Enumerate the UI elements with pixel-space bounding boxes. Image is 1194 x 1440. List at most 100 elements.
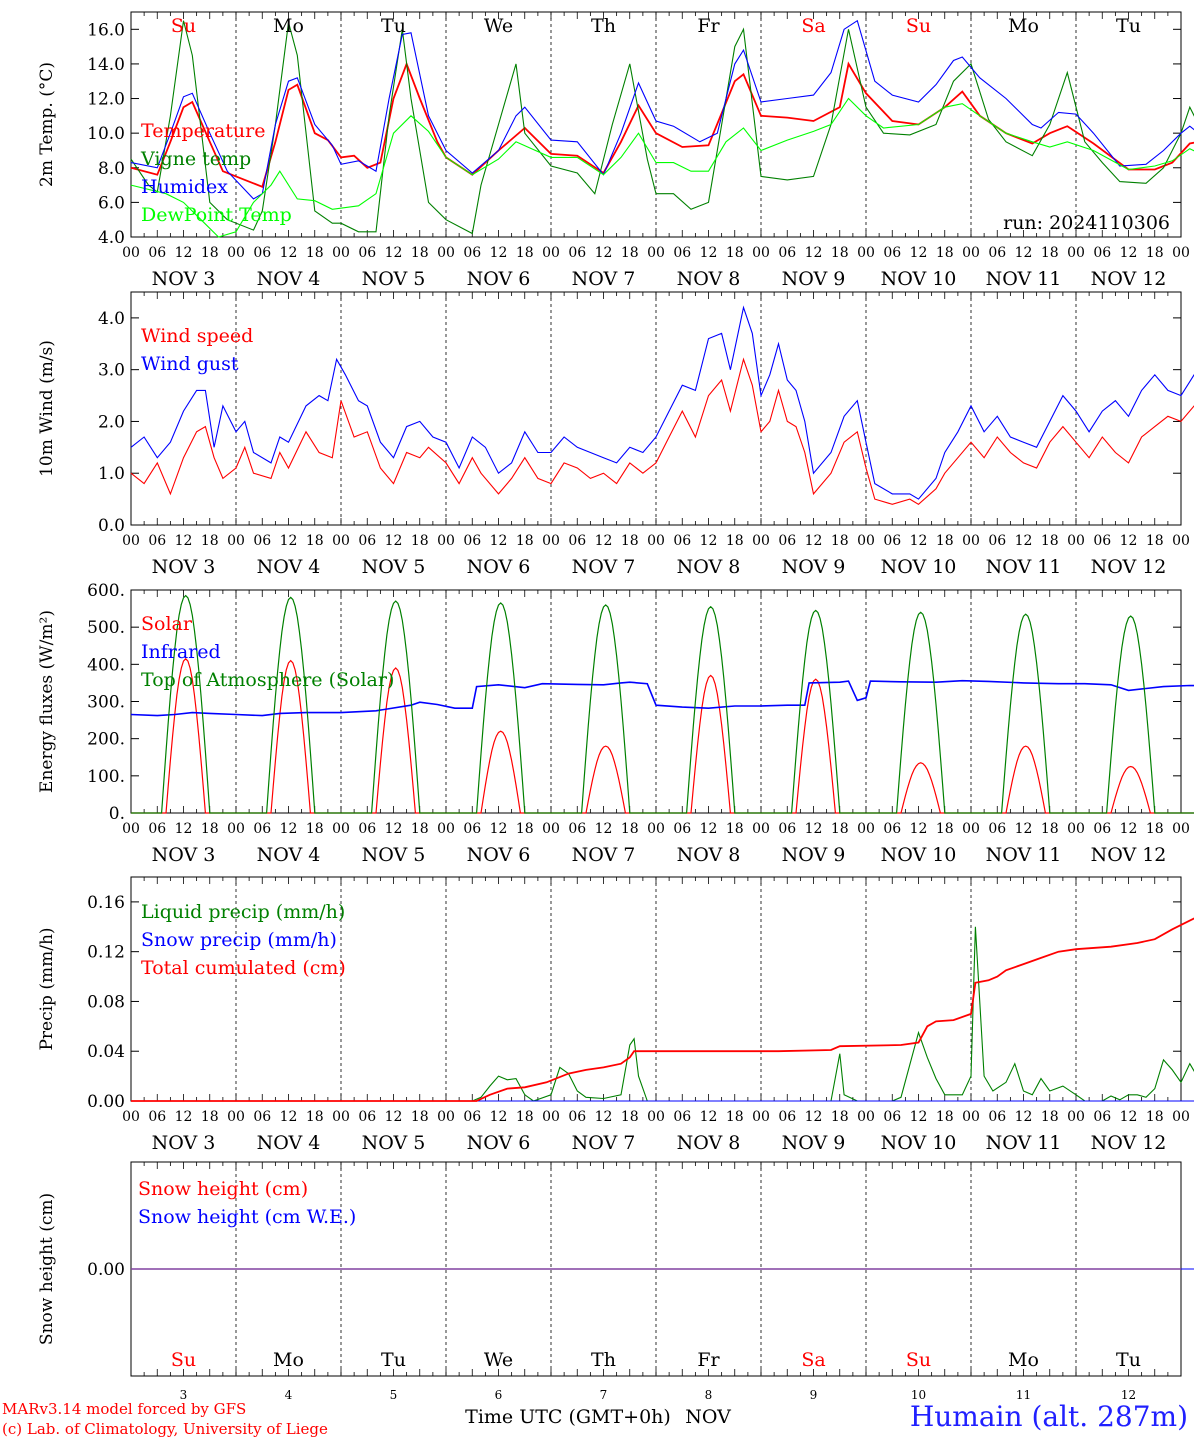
y-tick-label: 8.0 — [98, 159, 125, 179]
x-hour-label: 06 — [358, 533, 376, 549]
x-date-label: NOV 11 — [986, 268, 1062, 290]
y-tick-label: 0. — [109, 804, 125, 824]
x-hour-label: 06 — [358, 1109, 376, 1125]
x-hour-label: 12 — [910, 821, 928, 837]
x-hour-label: 12 — [175, 533, 193, 549]
x-hour-label: 12 — [385, 533, 403, 549]
weekday-label-bottom: Mo — [1008, 1349, 1039, 1371]
x-date-label: NOV 4 — [257, 844, 321, 866]
x-hour-label: 12 — [1015, 533, 1033, 549]
x-hour-label: 00 — [1067, 533, 1085, 549]
x-hour-label: 06 — [883, 1109, 901, 1125]
x-hour-label: 06 — [778, 245, 796, 261]
x-date-label: NOV 9 — [782, 268, 846, 290]
x-hour-label: 06 — [988, 1109, 1006, 1125]
x-date-label: NOV 3 — [152, 844, 216, 866]
weekday-label-bottom: Th — [591, 1349, 616, 1371]
x-hour-label: 00 — [1067, 245, 1085, 261]
y-tick-label: 14.0 — [87, 55, 125, 75]
x-date-label: NOV 5 — [362, 268, 426, 290]
x-hour-label: 18 — [726, 533, 744, 549]
weekday-label-bottom: Tu — [381, 1349, 406, 1371]
y-tick-label: 500. — [87, 618, 125, 638]
x-date-label: NOV 12 — [1091, 1132, 1167, 1154]
x-axis-month: NOV — [685, 1406, 731, 1428]
x-date-label: NOV 6 — [467, 844, 531, 866]
x-hour-label: 12 — [700, 1109, 718, 1125]
x-hour-label: 00 — [752, 821, 770, 837]
x-hour-label: 00 — [332, 1109, 350, 1125]
x-hour-label: 06 — [253, 821, 271, 837]
x-hour-label: 12 — [175, 821, 193, 837]
x-hour-label: 06 — [988, 245, 1006, 261]
x-hour-label: 18 — [411, 245, 429, 261]
x-hour-label: 12 — [490, 1109, 508, 1125]
x-hour-label: 00 — [1067, 821, 1085, 837]
series-liquid-precip-mm-h--line — [131, 926, 1194, 1102]
x-date-label: NOV 7 — [572, 844, 636, 866]
x-date-label: NOV 3 — [152, 1132, 216, 1154]
series-top-of-atmosphere-solar--line — [131, 594, 1194, 814]
x-hour-label: 00 — [962, 1109, 980, 1125]
x-hour-label: 00 — [1172, 821, 1190, 837]
x-hour-label: 12 — [175, 1109, 193, 1125]
legend-entry: Vigne temp — [140, 148, 251, 170]
x-hour-label: 06 — [1093, 533, 1111, 549]
x-hour-label: 18 — [306, 533, 324, 549]
legend-entry: Wind gust — [141, 353, 239, 375]
x-hour-label: 06 — [568, 533, 586, 549]
x-hour-label: 06 — [568, 245, 586, 261]
day-number-label: 9 — [810, 1388, 818, 1402]
x-hour-label: 12 — [490, 245, 508, 261]
x-hour-label: 18 — [201, 245, 219, 261]
legend-entry: Liquid precip (mm/h) — [141, 901, 345, 923]
x-hour-label: 18 — [831, 1109, 849, 1125]
x-hour-label: 00 — [122, 821, 140, 837]
x-hour-label: 18 — [306, 1109, 324, 1125]
x-hour-label: 00 — [962, 245, 980, 261]
x-hour-label: 18 — [726, 821, 744, 837]
y-tick-label: 0.04 — [87, 1042, 125, 1062]
x-hour-label: 06 — [883, 821, 901, 837]
x-hour-label: 18 — [621, 821, 639, 837]
x-date-label: NOV 8 — [677, 268, 741, 290]
x-hour-label: 00 — [647, 1109, 665, 1125]
x-date-label: NOV 5 — [362, 556, 426, 578]
x-hour-label: 00 — [437, 1109, 455, 1125]
weekday-label-top: Mo — [273, 15, 304, 37]
x-hour-label: 06 — [883, 533, 901, 549]
day-number-label: 12 — [1121, 1388, 1136, 1402]
x-date-label: NOV 5 — [362, 1132, 426, 1154]
x-date-label: NOV 12 — [1091, 556, 1167, 578]
series-wind-speed-line — [130, 357, 1194, 505]
x-hour-label: 06 — [778, 821, 796, 837]
x-hour-label: 12 — [1015, 245, 1033, 261]
weekday-label-bottom: Sa — [801, 1349, 825, 1371]
x-hour-label: 18 — [516, 821, 534, 837]
x-hour-label: 00 — [647, 245, 665, 261]
x-hour-label: 12 — [805, 245, 823, 261]
x-hour-label: 12 — [1120, 821, 1138, 837]
x-hour-label: 00 — [1067, 1109, 1085, 1125]
x-hour-label: 00 — [122, 245, 140, 261]
x-hour-label: 00 — [752, 245, 770, 261]
x-date-label: NOV 11 — [986, 844, 1062, 866]
x-hour-label: 00 — [857, 245, 875, 261]
x-hour-label: 12 — [385, 1109, 403, 1125]
x-hour-label: 18 — [1041, 821, 1059, 837]
x-hour-label: 18 — [1146, 1109, 1164, 1125]
x-date-label: NOV 6 — [467, 556, 531, 578]
y-tick-label: 2.0 — [98, 412, 125, 432]
x-hour-label: 00 — [332, 245, 350, 261]
day-number-label: 11 — [1016, 1388, 1031, 1402]
x-hour-label: 18 — [411, 821, 429, 837]
x-hour-label: 12 — [490, 533, 508, 549]
x-hour-label: 12 — [805, 1109, 823, 1125]
legend-entry: Humidex — [141, 176, 228, 198]
x-hour-label: 18 — [201, 533, 219, 549]
weekday-label-bottom: Su — [171, 1349, 196, 1371]
x-hour-label: 18 — [1041, 533, 1059, 549]
x-hour-label: 12 — [385, 245, 403, 261]
y-tick-label: 300. — [87, 693, 125, 713]
weekday-label-bottom: Su — [906, 1349, 931, 1371]
